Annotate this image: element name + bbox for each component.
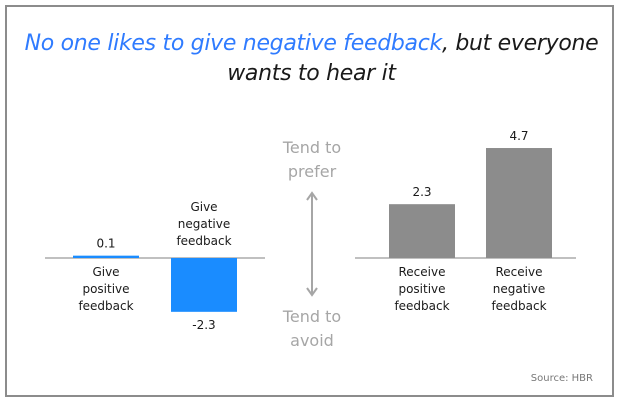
chart-title: No one likes to give negative feedback, … bbox=[12, 29, 611, 89]
avoid-label: avoid bbox=[290, 331, 334, 350]
prefer-label: prefer bbox=[288, 162, 337, 181]
give-category-label-2: feedback bbox=[176, 234, 231, 248]
give-bar-1 bbox=[73, 255, 139, 258]
title-rest-line1: , but everyone bbox=[441, 31, 599, 56]
title-rest-line2: wants to hear it bbox=[227, 61, 396, 86]
source-label: Source: HBR bbox=[531, 373, 593, 384]
give-category-label-1: positive bbox=[82, 282, 129, 296]
arrow-up-head-icon bbox=[306, 191, 318, 201]
give-category-label-2: negative bbox=[178, 217, 230, 231]
receive-category-label-2: negative bbox=[493, 282, 545, 296]
give-value-label-2: -2.3 bbox=[192, 318, 215, 332]
receive-bar-1 bbox=[389, 204, 455, 258]
arrow-down-head-icon bbox=[306, 287, 318, 297]
title-highlight: No one likes to give negative feedback bbox=[24, 31, 443, 56]
receive-value-label-1: 2.3 bbox=[412, 185, 431, 199]
receive-category-label-2: feedback bbox=[491, 299, 546, 313]
receive-bar-2 bbox=[486, 148, 552, 258]
receive-category-label-1: Receive bbox=[399, 265, 446, 279]
receive-value-label-2: 4.7 bbox=[509, 129, 528, 143]
receive-category-label-1: positive bbox=[398, 282, 445, 296]
give-value-label-1: 0.1 bbox=[96, 237, 115, 251]
give-bar-2 bbox=[171, 258, 237, 312]
give-category-label-1: Give bbox=[92, 265, 119, 279]
give-category-label-1: feedback bbox=[78, 299, 133, 313]
receive-category-label-1: feedback bbox=[394, 299, 449, 313]
prefer-label: Tend to bbox=[282, 138, 341, 157]
receive-category-label-2: Receive bbox=[496, 265, 543, 279]
avoid-label: Tend to bbox=[282, 307, 341, 326]
give-category-label-2: Give bbox=[190, 200, 217, 214]
